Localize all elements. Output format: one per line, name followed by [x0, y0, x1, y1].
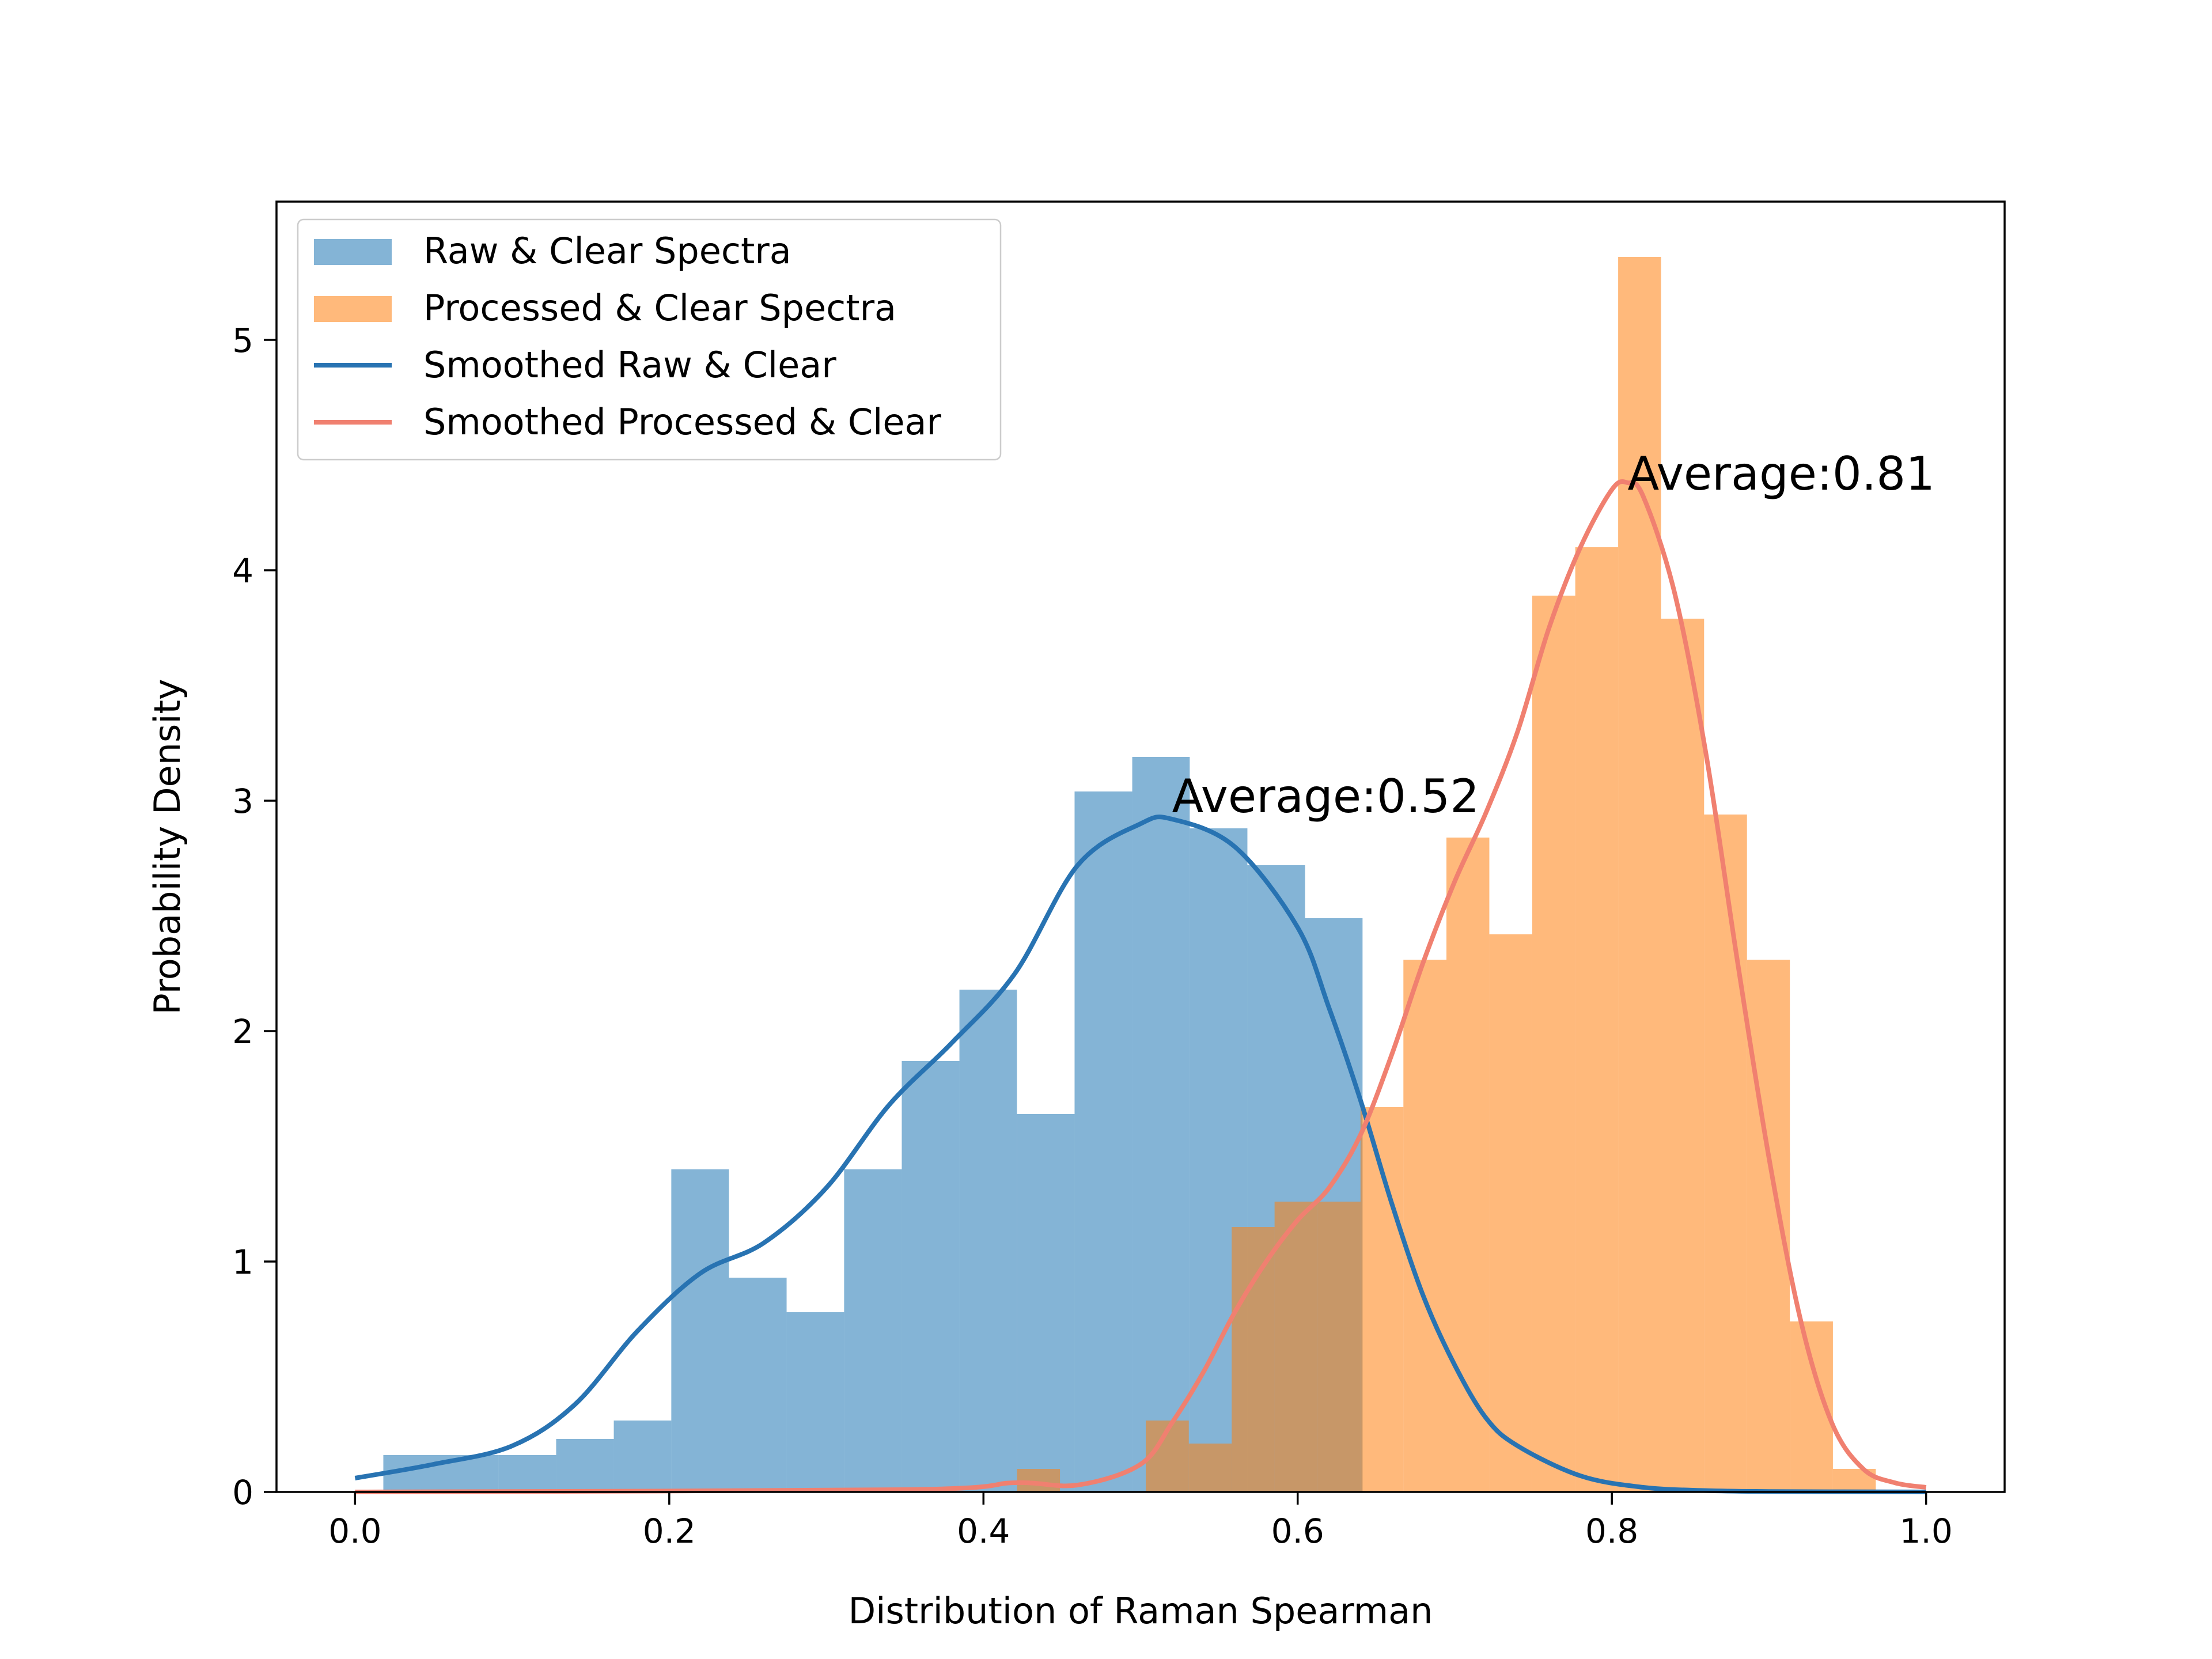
y-axis-label: Probability Density	[146, 679, 188, 1014]
legend-label-processed-spectra: Processed & Clear Spectra	[423, 287, 896, 329]
histogram-processed-and-clear-spectra	[1017, 257, 1876, 1492]
histogram-bar	[786, 1312, 844, 1492]
histogram-bar	[1017, 1469, 1060, 1492]
line-smoothed-processed-and-clear	[355, 479, 1927, 1494]
legend-label-smoothed-processed: Smoothed Processed & Clear	[423, 401, 942, 443]
histogram-bar	[844, 1169, 902, 1492]
histogram-bar	[1446, 838, 1490, 1492]
histogram-bar	[498, 1455, 556, 1492]
histogram-bar	[1017, 1114, 1075, 1492]
histogram-bar	[613, 1421, 672, 1492]
histogram-bar	[1232, 1227, 1275, 1492]
annotation-average: Average:0.81	[1627, 447, 1935, 501]
x-tick-label: 0.6	[1271, 1512, 1324, 1551]
histogram-bar	[1274, 1202, 1318, 1492]
x-tick-label: 1.0	[1900, 1512, 1953, 1551]
annotation-layer: Average:0.52 Average:0.81	[1172, 447, 1936, 823]
kde-line-layer	[354, 479, 1927, 1494]
line-smoothed-raw-and-clear	[354, 815, 1926, 1494]
x-tick-label: 0.2	[643, 1512, 696, 1551]
legend-label-raw-spectra: Raw & Clear Spectra	[423, 230, 791, 272]
histogram-bar	[1074, 791, 1132, 1492]
histogram-bar	[1575, 547, 1619, 1492]
histogram-raw-and-clear-spectra	[383, 757, 1363, 1492]
legend-swatch-raw-spectra	[314, 239, 392, 265]
histogram-bar	[729, 1278, 787, 1492]
histogram-bar	[671, 1169, 729, 1492]
plot-frame	[275, 200, 2006, 1493]
histogram-bar	[556, 1439, 614, 1492]
legend-swatch-processed-spectra	[314, 296, 392, 322]
y-tick-label: 3	[232, 782, 253, 821]
y-tick-label: 4	[232, 551, 253, 590]
x-tick-label: 0.4	[957, 1512, 1010, 1551]
histogram-layer	[383, 257, 1876, 1492]
histogram-bar	[959, 990, 1017, 1492]
histogram-bar	[902, 1061, 960, 1492]
histogram-bar	[1661, 619, 1705, 1492]
histogram-bar	[1618, 257, 1661, 1492]
histogram-bar	[1132, 757, 1190, 1492]
y-axis: 0 1 2 3 4 5	[232, 321, 276, 1512]
x-axis-label: Distribution of Raman Spearman	[849, 1590, 1433, 1632]
x-tick-label: 0.0	[328, 1512, 381, 1551]
legend: Raw & Clear Spectra Processed & Clear Sp…	[297, 218, 1002, 461]
histogram-bar	[1532, 596, 1575, 1492]
histogram-bar	[1704, 815, 1747, 1492]
annotation-average: Average:0.52	[1172, 770, 1480, 823]
histogram-bar	[1317, 1202, 1361, 1492]
y-tick-label: 0	[232, 1473, 253, 1512]
histogram-bar	[1489, 934, 1532, 1492]
y-tick-label: 5	[232, 321, 253, 360]
histogram-bar	[1403, 960, 1446, 1492]
legend-label-smoothed-raw: Smoothed Raw & Clear	[423, 344, 836, 386]
y-tick-label: 1	[232, 1243, 253, 1282]
histogram-bar	[1188, 1444, 1232, 1492]
x-tick-label: 0.8	[1585, 1512, 1638, 1551]
x-axis: 0.0 0.2 0.4 0.6 0.8 1.0	[328, 1492, 1953, 1551]
y-tick-label: 2	[232, 1012, 253, 1051]
legend-frame	[297, 218, 1002, 461]
